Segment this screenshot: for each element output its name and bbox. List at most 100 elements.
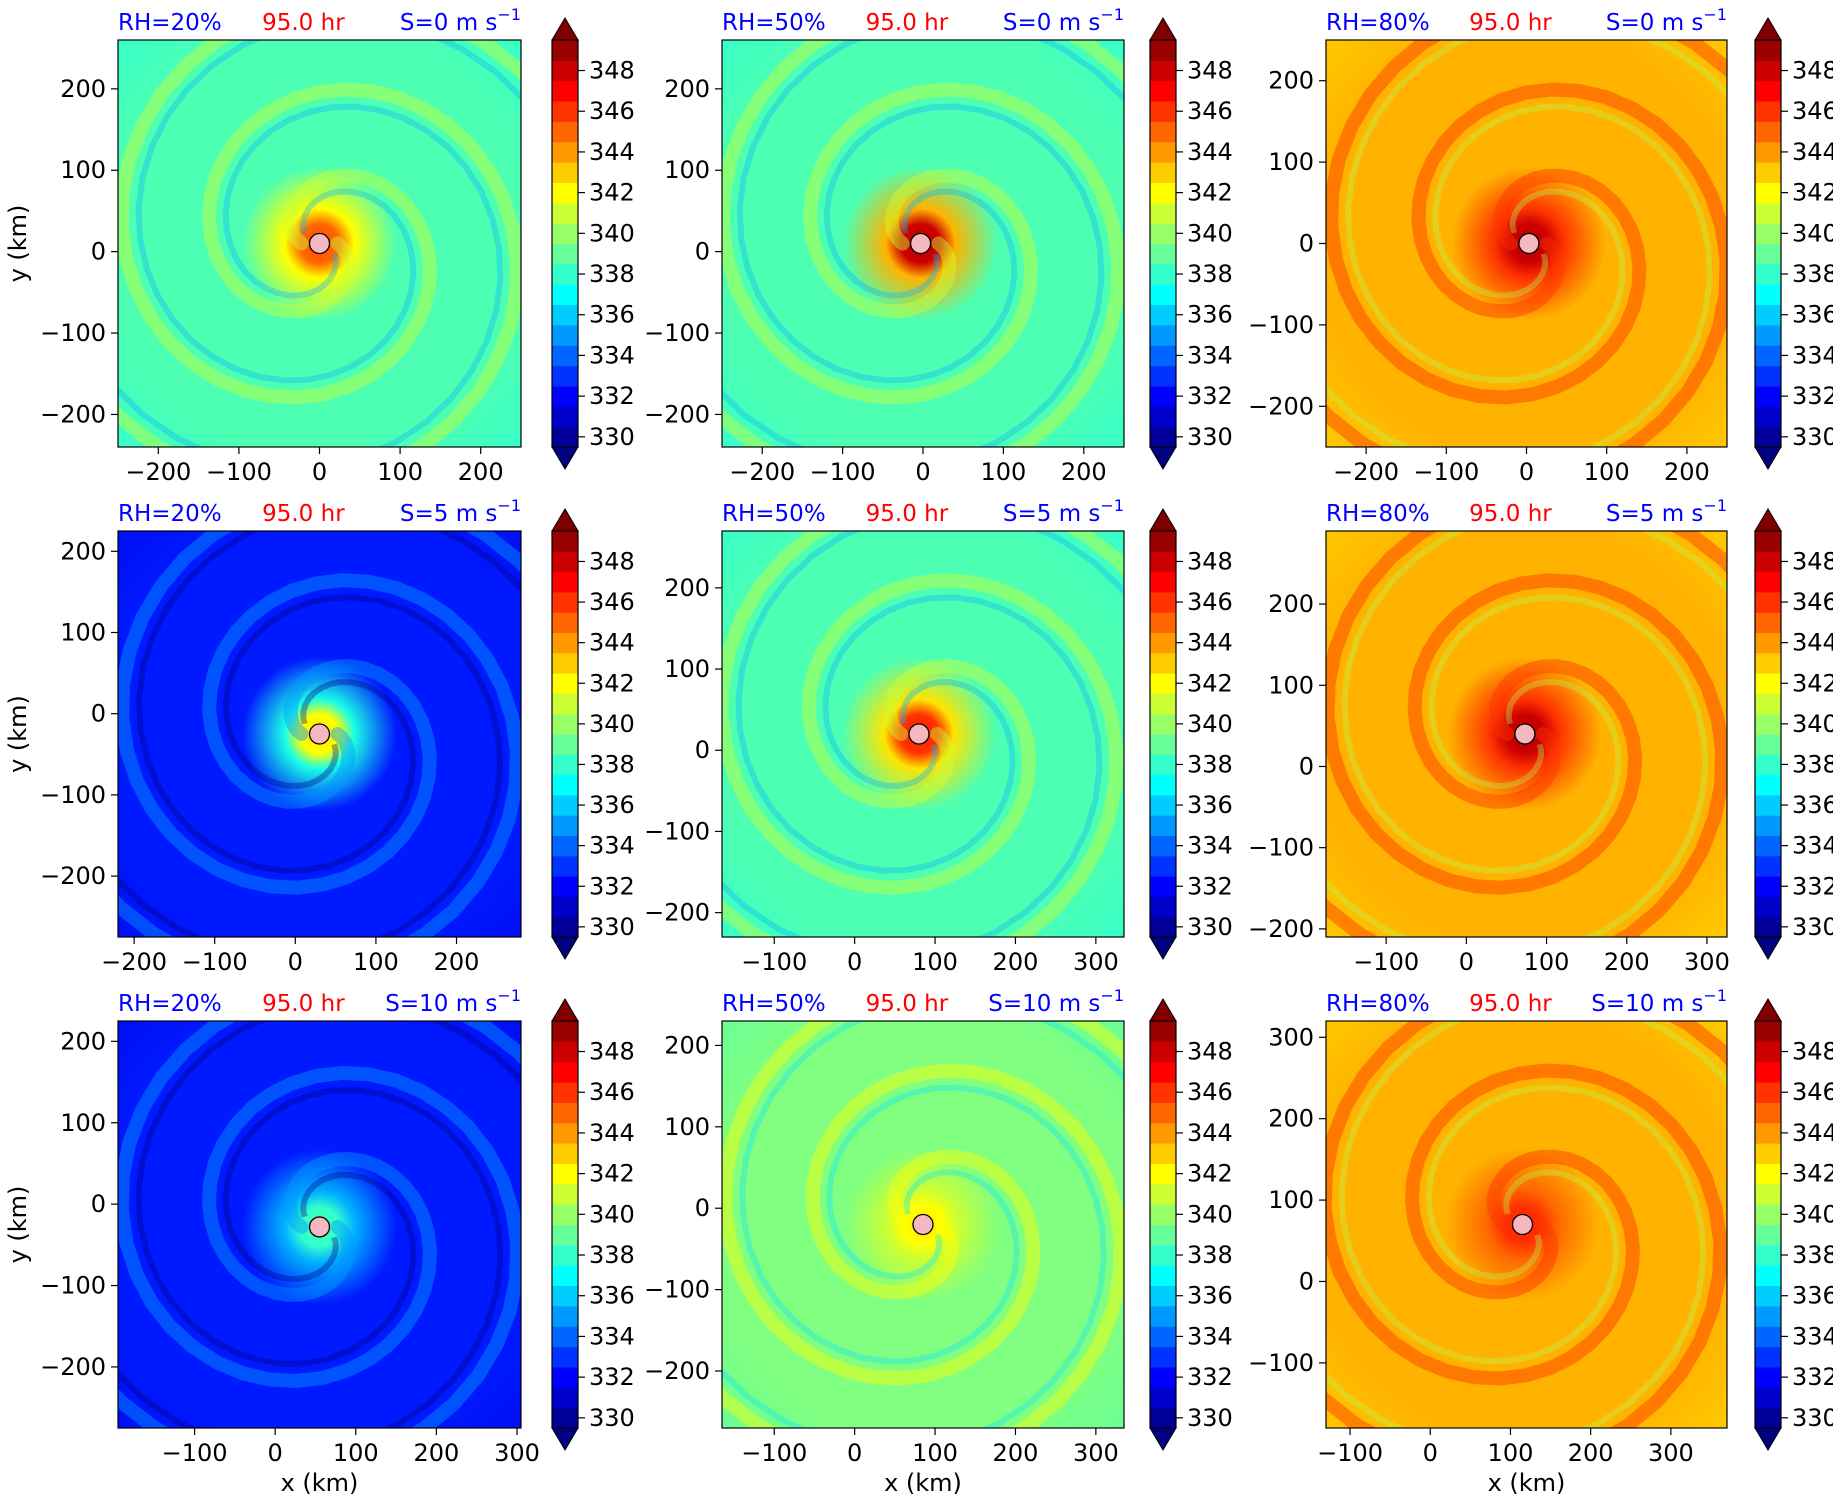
- storm-center-marker: [308, 232, 331, 255]
- colorbar-band: [1755, 202, 1781, 224]
- y-tick-label: −100: [644, 319, 710, 347]
- colorbar-tick-label: 342: [589, 179, 635, 207]
- colorbar-tick-label: 332: [1792, 872, 1833, 900]
- colorbar-band: [552, 1041, 578, 1063]
- colorbar-tick-label: 344: [589, 1119, 635, 1147]
- colorbar-tick-label: 340: [589, 1200, 635, 1228]
- colorbar-band: [1150, 1204, 1176, 1225]
- y-tick-label: −100: [644, 1276, 710, 1304]
- colorbar-band: [552, 1224, 578, 1246]
- colorbar-tick-label: 334: [589, 832, 635, 860]
- colorbar-frame: [1149, 39, 1177, 448]
- colorbar-tick-label: 348: [1792, 1038, 1833, 1066]
- colorbar-tick-label: 342: [1187, 669, 1233, 697]
- colorbar-tick-label: 348: [1187, 57, 1233, 85]
- colorbar-extend-min: [1149, 446, 1177, 470]
- colorbar-band: [552, 324, 578, 346]
- colorbar-tick-label: 330: [589, 1404, 635, 1432]
- colorbar: 330 332 334 336 338 340 342 344 346 348: [551, 17, 635, 470]
- rh-label: RH=50%: [722, 10, 826, 36]
- storm-center-marker: [1518, 232, 1540, 255]
- colorbar-band: [552, 162, 578, 183]
- y-tick-label: −200: [644, 1357, 710, 1385]
- colorbar-extend-min: [1149, 1427, 1177, 1451]
- x-tick-label: −200: [729, 458, 795, 486]
- colorbar-tick-label: 334: [1792, 832, 1833, 860]
- colorbar-band: [552, 60, 578, 82]
- colorbar-band: [1755, 1183, 1781, 1205]
- x-tick-label: −100: [1413, 458, 1479, 486]
- colorbar-band: [1150, 80, 1176, 102]
- y-tick-label: −100: [40, 319, 106, 347]
- colorbar-band: [1150, 426, 1176, 448]
- time-label: 95.0 hr: [262, 991, 345, 1017]
- colorbar-tick-label: 334: [589, 1322, 635, 1350]
- colorbar-band: [552, 693, 578, 715]
- x-tick-label: 100: [353, 948, 399, 976]
- time-label: 95.0 hr: [866, 10, 949, 36]
- colorbar-band: [1150, 365, 1176, 387]
- colorbar-band: [1150, 1143, 1176, 1164]
- colorbar-band: [1755, 673, 1781, 694]
- x-tick-label: −100: [741, 1439, 807, 1467]
- colorbar-band: [552, 1305, 578, 1327]
- colorbar-tick-label: 342: [1187, 1160, 1233, 1188]
- storm-center-marker: [912, 1213, 934, 1236]
- colorbar-band: [1755, 80, 1781, 102]
- colorbar-extend-max: [551, 998, 579, 1022]
- colorbar-tick-label: 338: [1187, 1241, 1233, 1269]
- rh-label: RH=80%: [1326, 10, 1430, 36]
- colorbar-tick-label: 344: [1792, 1119, 1833, 1147]
- colorbar-band: [1755, 385, 1781, 407]
- colorbar-extend-max: [1149, 508, 1177, 532]
- colorbar-band: [552, 815, 578, 836]
- colorbar: 330 332 334 336 338 340 342 344 346 348: [1149, 17, 1233, 470]
- x-tick-label: 0: [268, 1439, 283, 1467]
- colorbar-band: [1150, 1285, 1176, 1307]
- colorbar-tick-label: 332: [589, 382, 635, 410]
- panel-2-2: −100 0 100 200 300 −100 0 100 200 300 RH=80% 95.0 h…: [1248, 986, 1833, 1497]
- colorbar-band: [1755, 531, 1781, 552]
- colorbar-band: [552, 652, 578, 674]
- colorbar-tick-label: 336: [1792, 791, 1833, 819]
- colorbar-tick-label: 336: [589, 301, 635, 329]
- colorbar-band: [1150, 162, 1176, 183]
- colorbar-tick-label: 340: [1187, 710, 1233, 738]
- colorbar-band: [1150, 835, 1176, 857]
- colorbar-band: [1755, 1346, 1781, 1368]
- y-axis-label: y (km): [4, 205, 32, 283]
- colorbar-band: [1150, 551, 1176, 573]
- colorbar-tick-label: 342: [1792, 179, 1833, 207]
- plot-frame: [117, 1020, 522, 1429]
- y-tick-label: 100: [664, 156, 710, 184]
- colorbar-extend-min: [551, 1427, 579, 1451]
- colorbar-band: [1755, 365, 1781, 387]
- colorbar-tick-label: 344: [589, 138, 635, 166]
- colorbar-tick-label: 330: [1187, 1404, 1233, 1432]
- colorbar-band: [1755, 1163, 1781, 1185]
- colorbar-band: [1150, 101, 1176, 122]
- x-tick-label: 200: [1664, 458, 1710, 486]
- colorbar-band: [1150, 304, 1176, 326]
- colorbar-band: [552, 591, 578, 613]
- colorbar-band: [1150, 693, 1176, 715]
- colorbar-tick-label: 346: [1792, 1078, 1833, 1106]
- y-tick-label: −200: [40, 1353, 106, 1381]
- colorbar-extend-min: [551, 446, 579, 470]
- colorbar-band: [1150, 652, 1176, 674]
- colorbar-band: [1755, 141, 1781, 163]
- colorbar-frame: [551, 39, 579, 448]
- colorbar-band: [1755, 223, 1781, 244]
- x-axis-label: x (km): [1488, 1469, 1566, 1497]
- colorbar-band: [1150, 794, 1176, 816]
- colorbar-tick-label: 338: [1792, 1241, 1833, 1269]
- colorbar-extend-max: [1149, 17, 1177, 41]
- colorbar-band: [1755, 1021, 1781, 1042]
- panel-2-1: −100 0 100 200 300 −200 −100 0 100 200 RH=50% 95.0 …: [644, 986, 1233, 1497]
- colorbar-tick-label: 342: [1792, 1160, 1833, 1188]
- x-tick-label: 0: [288, 948, 303, 976]
- colorbar-frame: [1754, 1020, 1782, 1429]
- x-tick-label: 100: [980, 458, 1026, 486]
- colorbar-tick-label: 346: [589, 97, 635, 125]
- colorbar-frame: [1149, 530, 1177, 938]
